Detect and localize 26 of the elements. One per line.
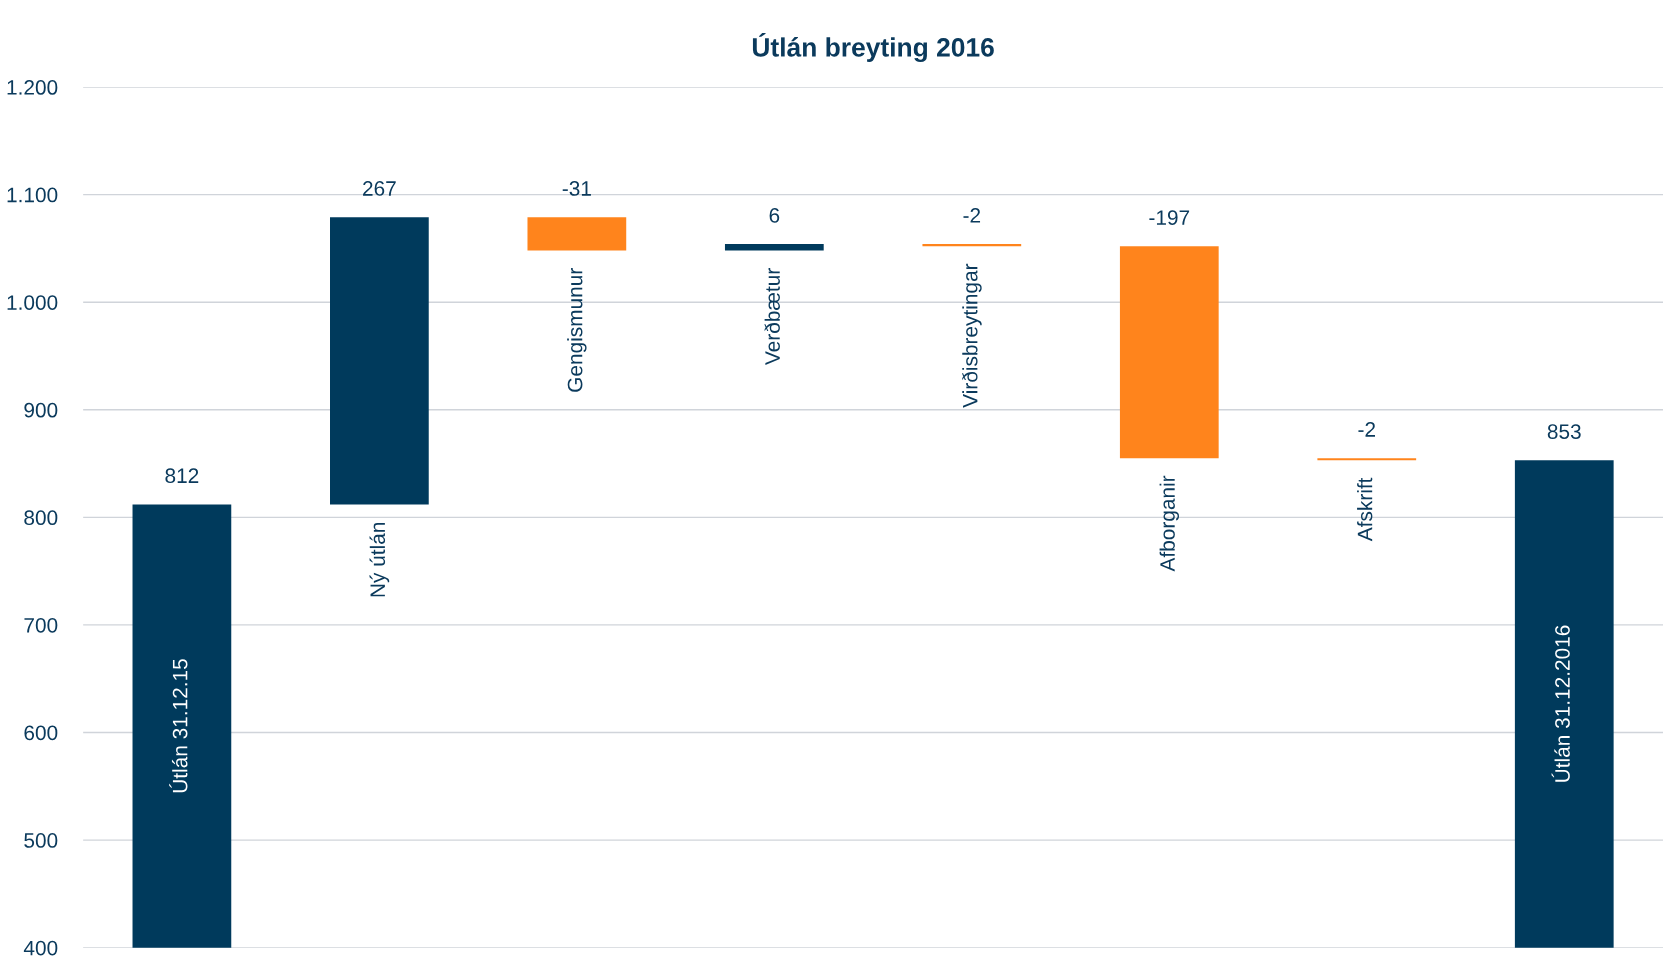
- data-label: -2: [1358, 422, 1375, 437]
- chart-title: Útlán breyting 2016: [752, 33, 994, 63]
- x-tick-label: Afskrift: [1357, 477, 1373, 542]
- y-tick-label: 800: [24, 510, 58, 526]
- y-tick-label: 400: [23, 940, 58, 956]
- x-tick-label: Gengismunur: [567, 268, 587, 392]
- x-tick-label: Verðbætur: [764, 268, 780, 365]
- x-tick-label: Virðisbreytingar: [961, 263, 982, 408]
- x-tick-label: Útlán 31.12.2016: [1551, 625, 1570, 782]
- y-tick-label: 1.000: [7, 295, 58, 310]
- data-label: -197: [1149, 210, 1190, 225]
- y-tick-label: 1.100: [7, 187, 58, 203]
- data-label: 853: [1547, 424, 1581, 439]
- y-tick-label: 500: [24, 833, 58, 848]
- data-label: 267: [363, 181, 396, 196]
- data-label: -2: [963, 208, 981, 223]
- y-tick-label: 900: [24, 402, 58, 418]
- x-tick-label: Afborganir: [1159, 475, 1180, 572]
- data-label: 6: [769, 208, 780, 223]
- y-tick-label: 700: [24, 617, 58, 633]
- x-tick-label: Ný útlán: [369, 523, 390, 597]
- x-tick-label: Útlán 31.12.15: [169, 659, 188, 793]
- y-tick-label: 600: [24, 725, 58, 741]
- data-label: -31: [562, 181, 591, 196]
- data-label: 812: [165, 468, 199, 484]
- y-tick-label: 1.200: [7, 80, 58, 95]
